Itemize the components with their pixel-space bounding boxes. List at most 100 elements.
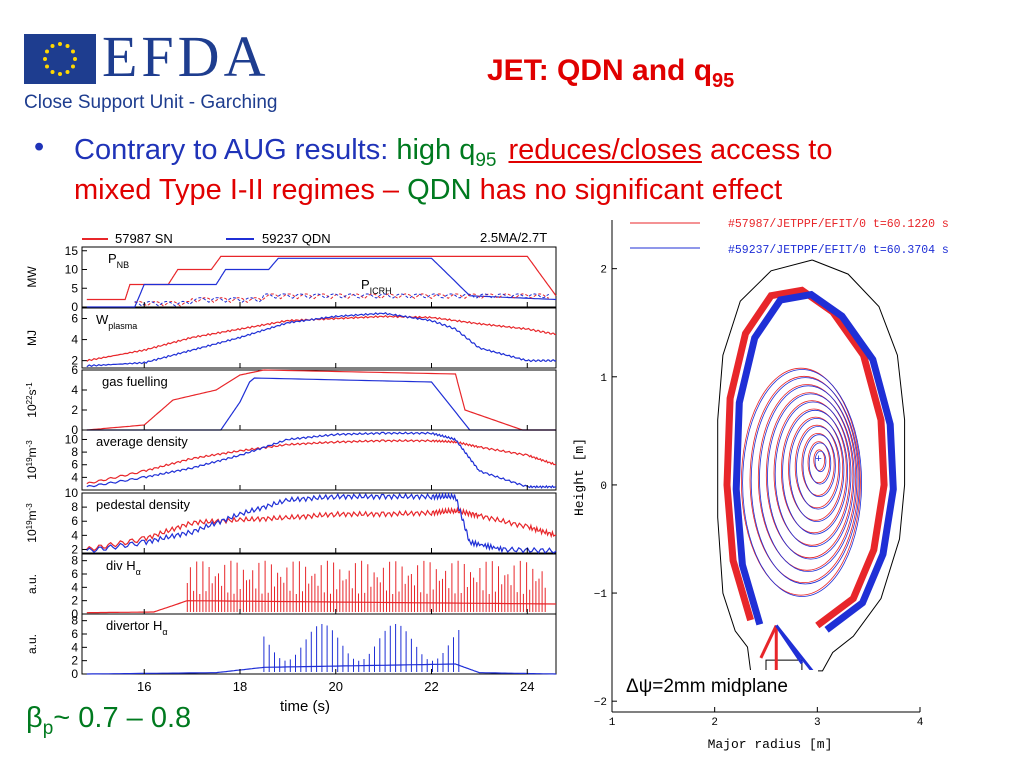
panel-label: pedestal density bbox=[96, 497, 190, 512]
y-tick-label: 4 bbox=[71, 640, 78, 654]
flux-surfaces bbox=[740, 367, 863, 597]
y-tick-label: 4 bbox=[71, 333, 78, 347]
flag-star bbox=[43, 57, 47, 61]
flux-surface bbox=[780, 408, 847, 534]
line1-part-b: high q bbox=[396, 134, 476, 166]
line2-part-c: has no significant effect bbox=[471, 174, 783, 206]
panel-label-main: P bbox=[108, 251, 117, 266]
line2-part-a: mixed Type I-II regimes – bbox=[74, 174, 408, 206]
panel-label-main: div H bbox=[106, 558, 136, 573]
y-tick-label: 4 bbox=[71, 580, 78, 594]
panel-label-main: W bbox=[96, 312, 109, 327]
y-tick-label: −2 bbox=[594, 697, 607, 709]
title-subscript: 95 bbox=[712, 70, 735, 92]
y-label-unit: m bbox=[25, 447, 39, 457]
flux-surface bbox=[749, 375, 859, 584]
flux-surface bbox=[807, 441, 831, 484]
trace-qdn bbox=[86, 663, 557, 675]
y-tick-label: 6 bbox=[71, 514, 78, 528]
panel-label-sub: ICRH bbox=[370, 286, 392, 296]
y-tick-label: 0 bbox=[71, 667, 78, 681]
flux-surface bbox=[757, 384, 857, 571]
y-axis-label: a.u. bbox=[25, 574, 39, 594]
legend-efit-sn: #57987/JETPPF/EFIT/0 t=60.1220 s bbox=[728, 218, 949, 231]
flux-surface bbox=[802, 434, 836, 498]
equilibrium-chart: 210−1−21 2 3 4 + #57987/JETPPF/EFIT/0 t=60.… bbox=[572, 218, 949, 752]
panel-label: average density bbox=[96, 434, 188, 449]
y-tick-label: 6 bbox=[71, 567, 78, 581]
x-tick-label: 3 bbox=[814, 717, 821, 729]
flux-surface bbox=[773, 400, 851, 546]
line1-subscript: 95 bbox=[475, 149, 497, 171]
y-tick-label: 2 bbox=[71, 542, 78, 556]
flux-surface bbox=[782, 409, 849, 535]
flag-star bbox=[45, 64, 50, 69]
x-tick-label: 22 bbox=[424, 679, 438, 694]
flag-star bbox=[58, 42, 62, 46]
y-tick-label: −1 bbox=[594, 589, 608, 601]
y-label-sup: 22 bbox=[25, 395, 34, 404]
trace-qdn bbox=[86, 311, 557, 368]
bullet-line-1: Contrary to AUG results: high q95 reduces… bbox=[74, 131, 832, 180]
line1-part-a: Contrary to AUG results: bbox=[74, 134, 397, 166]
flux-surface bbox=[789, 417, 845, 522]
panel-label-sub: α bbox=[162, 627, 167, 637]
y-tick-label: 10 bbox=[65, 263, 79, 277]
panel-label: divertor Hα bbox=[106, 618, 168, 637]
flux-surface bbox=[813, 449, 826, 471]
trace-qdn bbox=[86, 491, 557, 554]
flux-surface bbox=[759, 385, 858, 573]
flag-star bbox=[45, 49, 50, 54]
x-tick-label: 20 bbox=[329, 679, 343, 694]
flux-surface bbox=[742, 369, 863, 597]
title-main: JET: QDN and q bbox=[487, 54, 713, 87]
flux-surface bbox=[796, 426, 841, 510]
flux-surface bbox=[801, 432, 835, 496]
trace-qdn bbox=[86, 377, 556, 431]
efit-x-axis-title: Major radius [m] bbox=[708, 737, 833, 752]
slide-title: JET: QDN and q95 bbox=[487, 54, 734, 93]
separatrix-band-qdn bbox=[732, 290, 897, 633]
panel-label: Wplasma bbox=[96, 312, 137, 331]
x-axis-title: time (s) bbox=[280, 698, 330, 715]
divertor-leg bbox=[759, 624, 778, 659]
panel-label: div Hα bbox=[106, 558, 141, 577]
flag-star bbox=[50, 44, 55, 49]
flag-star bbox=[70, 49, 75, 54]
flux-surface bbox=[794, 424, 839, 509]
y-axis-label: MW bbox=[25, 266, 39, 288]
y-tick-label: 4 bbox=[71, 528, 78, 542]
panel-frame bbox=[81, 613, 557, 675]
flag-star bbox=[65, 44, 70, 49]
y-tick-label: 8 bbox=[71, 500, 78, 514]
y-tick-label: 2 bbox=[71, 354, 78, 368]
y-tick-label: 6 bbox=[71, 627, 78, 641]
flux-surface bbox=[767, 393, 855, 560]
magnetic-axis-marker: + bbox=[815, 453, 821, 465]
flux-surface bbox=[765, 392, 854, 559]
y-tick-label: 0 bbox=[71, 607, 78, 621]
trace-sn bbox=[86, 439, 557, 485]
beta-symbol: β bbox=[26, 702, 43, 734]
bullet-line-2: mixed Type I-II regimes – QDN has no sig… bbox=[74, 171, 782, 209]
y-label-sup2: -3 bbox=[25, 440, 34, 448]
line1-part-c: reduces/closes bbox=[508, 134, 702, 166]
eu-flag-icon bbox=[24, 34, 96, 84]
y-tick-label: 0 bbox=[600, 481, 607, 493]
flux-surface bbox=[774, 401, 852, 547]
y-axis-label: 1019m-3 bbox=[25, 503, 40, 543]
y-label-sup: 19 bbox=[25, 520, 34, 529]
y-tick-label: 4 bbox=[71, 470, 78, 484]
panel-2: 6 4 2 0 1022s-1 gas fuelling bbox=[25, 363, 557, 437]
panel-frame bbox=[81, 553, 557, 615]
x-tick-label: 18 bbox=[233, 679, 247, 694]
y-axis-label: a.u. bbox=[25, 634, 39, 654]
panel-frame bbox=[81, 307, 557, 369]
flag-star bbox=[65, 69, 70, 74]
beta-note: βp~ 0.7 – 0.8 bbox=[26, 702, 191, 740]
y-tick-label: 0 bbox=[71, 423, 78, 437]
trace-sn bbox=[86, 255, 557, 301]
